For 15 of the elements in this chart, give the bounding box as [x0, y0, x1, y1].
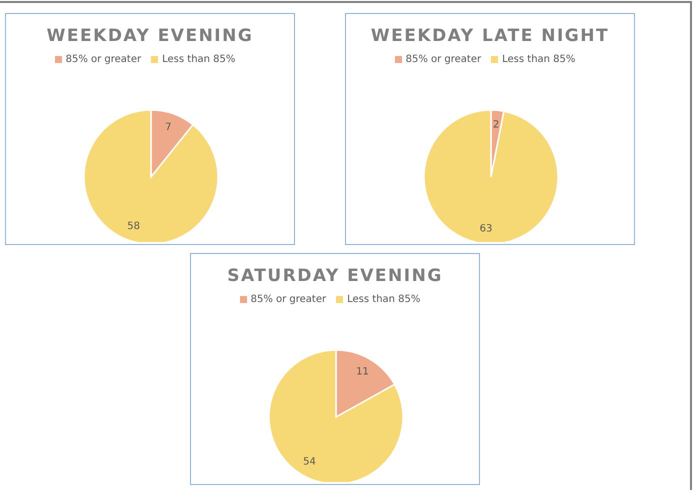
data-label: 54	[303, 456, 316, 468]
legend-label: 85% or greater	[66, 54, 142, 65]
legend-label: 85% or greater	[406, 54, 482, 65]
data-label: 58	[127, 220, 140, 232]
legend-label: Less than 85%	[347, 294, 420, 305]
chart-title: SATURDAY EVENING	[226, 266, 444, 286]
chart-title: WEEKDAY LATE NIGHT	[370, 26, 610, 46]
legend-label: Less than 85%	[162, 54, 236, 65]
data-label: 11	[356, 366, 369, 378]
data-label: 2	[492, 119, 500, 130]
legend-label: Less than 85%	[502, 54, 576, 65]
chart-title: WEEKDAY EVENING	[46, 26, 254, 46]
legend-label: 85% or greater	[250, 294, 326, 305]
data-label: 63	[480, 224, 492, 235]
data-label: 7	[165, 122, 172, 134]
